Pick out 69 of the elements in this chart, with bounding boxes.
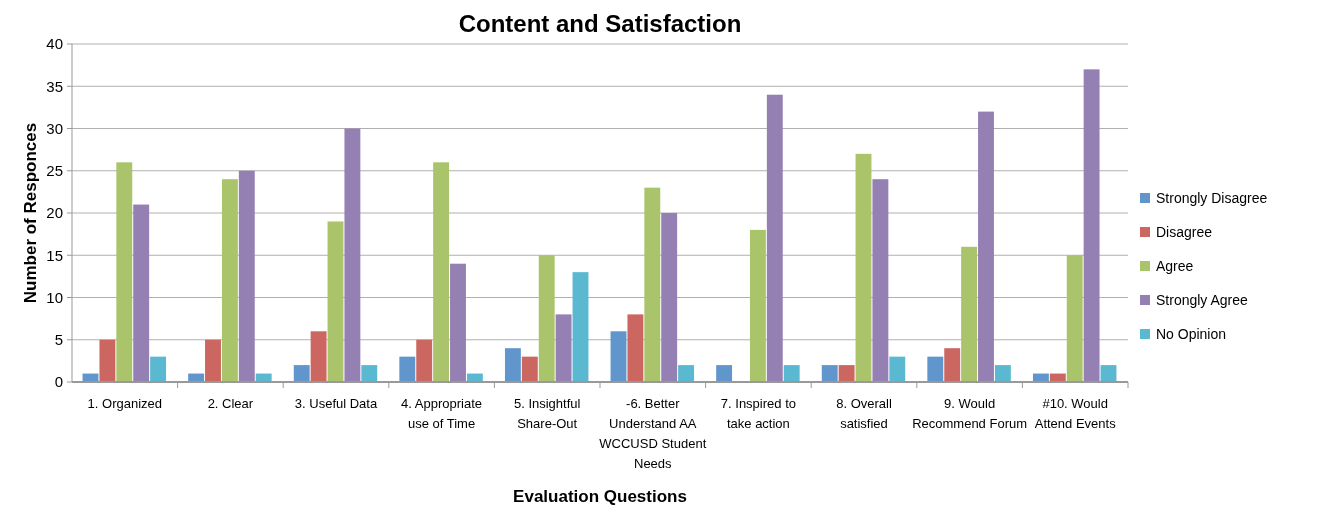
y-axis-title: Number of Responces [21,122,40,304]
legend-label: Strongly Agree [1156,291,1249,308]
legend-label: Agree [1156,257,1194,274]
y-tick-label: 0 [54,373,63,391]
bar [716,365,733,382]
bar [872,179,889,382]
bar [205,339,221,382]
bar [678,365,695,382]
bar [450,263,466,382]
bar [572,272,589,382]
x-tick-label: #10. Would Attend Events [1034,396,1117,431]
y-tick-label: 25 [46,162,63,179]
bar [994,365,1011,382]
bar [855,153,872,382]
x-tick-label: 4. Appropriate use of Time [401,396,483,431]
bar [221,179,238,382]
y-tick-label: 30 [46,119,63,137]
y-tick-label: 15 [46,246,63,264]
bar [889,356,906,382]
bar [610,331,627,382]
bar [116,162,133,382]
y-tick-label: 40 [46,35,63,53]
x-tick-label: 1. Organized [87,396,163,411]
bar [821,365,838,382]
bar [766,94,783,382]
bar [504,348,521,382]
x-tick-label: 3. Useful Data [294,396,378,411]
legend-label: Strongly Disagree [1156,189,1268,206]
bar [433,162,450,382]
bar [238,170,255,382]
bar [133,204,150,382]
bar [361,365,378,382]
x-tick-label: -6. Better Understand AA WCCUSD Student Needs [599,396,707,471]
bar [661,213,678,382]
bar [99,339,116,382]
bar [150,356,167,382]
bar [627,314,644,382]
y-tick-label: 35 [46,77,63,95]
y-tick-label: 10 [46,288,63,306]
y-tick-label: 5 [54,331,63,348]
bar [1066,255,1083,382]
bar [978,111,994,382]
y-tick-label: 20 [46,204,63,222]
bar [399,356,416,382]
legend-label: No Opinion [1156,325,1227,342]
bar [538,255,555,382]
bar [644,187,661,382]
bar [555,314,572,382]
legend-label: Disagree [1156,223,1213,240]
x-tick-label: 5. Insightful Share-Out [513,396,581,431]
x-tick-label: 8. Overall satisfied [836,396,892,431]
x-tick-label: 9. Would Recommend Forum [912,396,1028,431]
bar [961,246,978,382]
bar [749,229,766,382]
bar [838,365,855,382]
bar [521,356,538,382]
bar [344,128,361,382]
chart-title: Content and Satisfaction [458,10,742,37]
x-axis-title: Evaluation Questions [513,487,687,506]
x-tick-label: 7. Inspired to take action [720,396,796,431]
bar [944,348,961,382]
bar [416,339,433,382]
bar [293,365,310,382]
bar [327,221,344,382]
bar [783,365,800,382]
bar [310,331,327,382]
bar [1083,69,1100,382]
x-tick-label: 2. Clear [207,396,254,411]
bar [927,356,944,382]
